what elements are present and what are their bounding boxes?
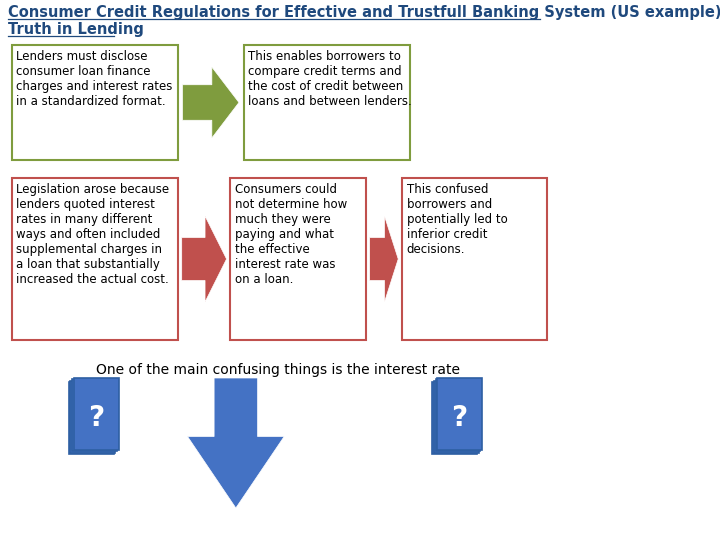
FancyBboxPatch shape bbox=[432, 382, 477, 454]
FancyBboxPatch shape bbox=[12, 178, 178, 340]
Text: This confused
borrowers and
potentially led to
inferior credit
decisions.: This confused borrowers and potentially … bbox=[407, 183, 508, 256]
FancyBboxPatch shape bbox=[69, 382, 114, 454]
Text: Truth in Lending: Truth in Lending bbox=[8, 22, 143, 37]
FancyBboxPatch shape bbox=[437, 377, 482, 449]
Text: Legislation arose because
lenders quoted interest
rates in many different
ways a: Legislation arose because lenders quoted… bbox=[17, 183, 169, 286]
Text: This enables borrowers to
compare credit terms and
the cost of credit between
lo: This enables borrowers to compare credit… bbox=[248, 50, 412, 108]
FancyBboxPatch shape bbox=[402, 178, 547, 340]
Text: ?: ? bbox=[451, 403, 467, 431]
FancyBboxPatch shape bbox=[72, 379, 117, 451]
FancyBboxPatch shape bbox=[243, 45, 410, 160]
FancyBboxPatch shape bbox=[434, 381, 479, 453]
Text: Consumer Credit Regulations for Effective and Trustfull Banking System (US examp: Consumer Credit Regulations for Effectiv… bbox=[8, 5, 720, 20]
Text: ?: ? bbox=[88, 403, 104, 431]
FancyBboxPatch shape bbox=[436, 379, 480, 451]
Text: Consumers could
not determine how
much they were
paying and what
the effective
i: Consumers could not determine how much t… bbox=[235, 183, 347, 286]
Polygon shape bbox=[181, 216, 227, 302]
FancyBboxPatch shape bbox=[71, 381, 115, 453]
Polygon shape bbox=[187, 378, 284, 508]
FancyBboxPatch shape bbox=[73, 377, 119, 449]
FancyBboxPatch shape bbox=[230, 178, 366, 340]
Text: One of the main confusing things is the interest rate: One of the main confusing things is the … bbox=[96, 363, 460, 377]
Polygon shape bbox=[182, 67, 239, 138]
FancyBboxPatch shape bbox=[12, 45, 178, 160]
Text: Lenders must disclose
consumer loan finance
charges and interest rates
in a stan: Lenders must disclose consumer loan fina… bbox=[17, 50, 173, 108]
Polygon shape bbox=[369, 216, 398, 302]
